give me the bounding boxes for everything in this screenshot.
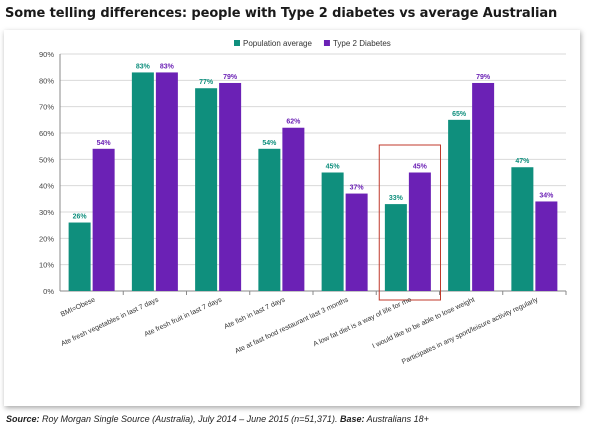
y-tick-label: 60% <box>39 129 54 138</box>
legend-label: Population average <box>243 39 312 48</box>
x-category-label: BMI=Obese <box>60 296 97 318</box>
bar-population-average <box>321 172 344 291</box>
bar-population-average <box>258 148 281 291</box>
chart-panel: 26% 54% 83% 83% 77% 79% 54% 62% 45% 37% 33% 45% 65% 7… <box>4 30 580 406</box>
data-label: 79% <box>476 74 491 81</box>
base-label: Base: <box>339 414 365 424</box>
y-tick-label: 90% <box>39 50 54 59</box>
bar-type-2-diabetes <box>472 82 495 291</box>
data-label: 65% <box>452 111 467 118</box>
data-label: 45% <box>326 164 341 171</box>
bar-type-2-diabetes <box>219 82 242 291</box>
bar-population-average <box>511 167 534 291</box>
data-label: 47% <box>515 158 530 165</box>
bar-type-2-diabetes <box>535 201 558 291</box>
source-text: Roy Morgan Single Source (Australia), Ju… <box>39 414 340 424</box>
x-category-label: Ate at fast food restaurant last 3 month… <box>234 296 350 355</box>
bar-population-average <box>384 204 407 291</box>
y-tick-label: 30% <box>39 208 54 217</box>
data-label: 54% <box>97 140 112 147</box>
data-label: 83% <box>136 63 151 70</box>
x-category-label: I would like to be able to lose weight <box>371 296 476 350</box>
data-label: 54% <box>262 140 277 147</box>
source-footnote: Source: Roy Morgan Single Source (Austra… <box>6 414 429 424</box>
data-label: 83% <box>160 63 175 70</box>
legend-label: Type 2 Diabetes <box>333 39 391 48</box>
legend-swatch-population <box>234 40 240 46</box>
y-tick-label: 70% <box>39 103 54 112</box>
y-tick-label: 0% <box>43 287 54 296</box>
y-tick-label: 10% <box>39 261 54 270</box>
bar-type-2-diabetes <box>92 148 115 291</box>
y-tick-label: 50% <box>39 155 54 164</box>
bar-type-2-diabetes <box>408 172 431 291</box>
data-label: 45% <box>413 164 428 171</box>
data-label: 37% <box>350 185 365 192</box>
base-text: Australians 18+ <box>364 414 429 424</box>
bar-type-2-diabetes <box>282 127 305 291</box>
x-category-label: Participates in any sport/leisure activi… <box>401 296 540 366</box>
y-tick-label: 80% <box>39 76 54 85</box>
highlight-box <box>378 144 441 301</box>
y-tick-label: 20% <box>39 234 54 243</box>
bar-population-average <box>131 72 154 291</box>
bar-type-2-diabetes <box>345 193 368 291</box>
bar-chart: 26% 54% 83% 83% 77% 79% 54% 62% 45% 37% 33% 45% 65% 7… <box>39 39 567 366</box>
data-label: 79% <box>223 74 238 81</box>
y-tick-label: 40% <box>39 182 54 191</box>
data-label: 62% <box>286 119 301 126</box>
data-label: 34% <box>539 192 554 199</box>
data-label: 33% <box>389 195 404 202</box>
data-label: 77% <box>199 79 214 86</box>
source-label: Source: <box>6 414 40 424</box>
bar-population-average <box>68 222 91 291</box>
legend: Population average Type 2 Diabetes <box>234 39 391 48</box>
bar-population-average <box>195 88 218 291</box>
x-category-label: Ate fish in last 7 days <box>223 296 286 331</box>
legend-swatch-diabetes <box>323 40 330 46</box>
bars <box>68 72 558 291</box>
data-labels: 26% 54% 83% 83% 77% 79% 54% 62% 45% 37% 33% 45% 65% 7… <box>73 63 554 301</box>
page-title: Some telling differences: people with Ty… <box>5 6 558 21</box>
data-label: 26% <box>73 214 88 221</box>
bar-type-2-diabetes <box>155 72 178 291</box>
x-category-label: A low fat diet is a way of life for me <box>312 296 412 348</box>
bar-population-average <box>448 119 471 291</box>
